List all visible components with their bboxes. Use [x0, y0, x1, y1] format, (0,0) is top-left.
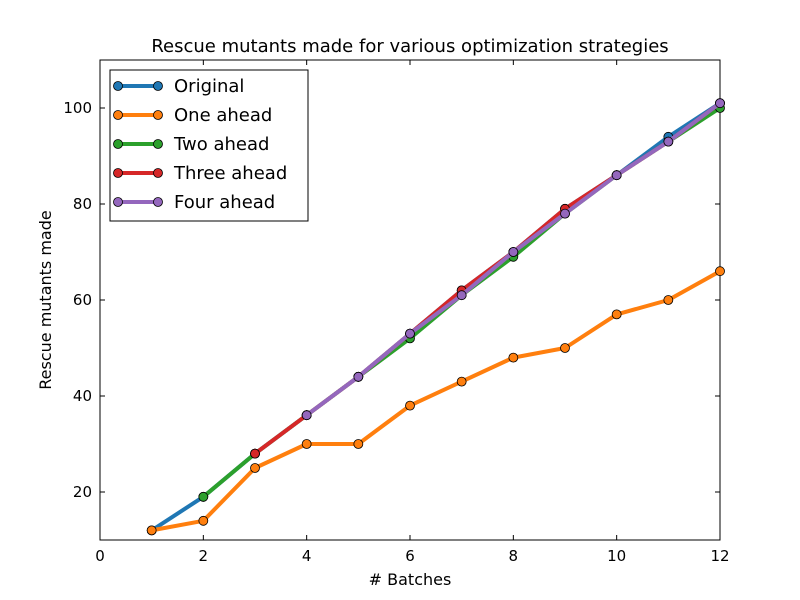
y-tick-label: 60: [73, 291, 92, 309]
data-point-1: [250, 463, 260, 473]
legend-marker-1: [113, 110, 123, 120]
data-point-3: [250, 448, 260, 459]
data-point-4: [715, 98, 725, 109]
data-point-4: [353, 371, 364, 382]
legend-marker-1: [153, 110, 163, 120]
legend: Original One ahead Two ahead Three ahead Fou…: [109, 69, 309, 222]
y-tick-label: 80: [73, 195, 92, 213]
x-tick-label: 6: [405, 547, 415, 565]
x-tick-label: 10: [607, 547, 626, 565]
data-point-4: [508, 247, 519, 257]
data-point-1: [508, 352, 519, 363]
data-point-1: [405, 400, 415, 411]
x-tick-label: 12: [710, 547, 729, 565]
data-point-4: [301, 410, 312, 421]
data-point-1: [353, 439, 364, 449]
data-point-1: [663, 295, 674, 305]
legend-label-2: Two ahead: [173, 134, 269, 155]
y-tick-label: 100: [63, 99, 92, 117]
legend-marker-4: [153, 197, 163, 207]
legend-marker-0: [113, 81, 123, 91]
y-tick-label: 40: [73, 387, 92, 405]
data-point-4: [560, 208, 570, 219]
x-tick-label: 0: [95, 547, 105, 565]
data-point-1: [301, 439, 312, 449]
data-point-4: [456, 290, 467, 301]
data-point-1: [198, 515, 209, 526]
series-line-1: [149, 269, 722, 533]
data-point-4: [611, 170, 622, 181]
legend-marker-2: [153, 139, 163, 149]
y-tick-label: 20: [73, 483, 92, 501]
data-point-4: [663, 136, 674, 147]
data-point-1: [146, 525, 157, 536]
plot-area: 0 2 4 6 8 10 12 20 40 60 80 100: [63, 59, 730, 565]
data-point-4: [405, 328, 415, 339]
x-tick-label: 4: [302, 547, 312, 565]
legend-marker-3: [153, 168, 163, 178]
x-tick-label: 8: [509, 547, 519, 565]
legend-marker-4: [113, 197, 123, 207]
x-axis-label: # Batches: [369, 570, 452, 589]
legend-label-4: Four ahead: [174, 192, 275, 213]
legend-label-0: Original: [174, 76, 244, 97]
data-point-1: [611, 309, 622, 320]
legend-marker-0: [153, 81, 163, 91]
chart-title: Rescue mutants made for various optimiza…: [151, 36, 668, 57]
data-point-1: [715, 266, 725, 277]
x-tick-label: 2: [199, 547, 209, 565]
legend-label-1: One ahead: [174, 105, 272, 126]
legend-label-3: Three ahead: [173, 163, 287, 184]
y-axis-label: Rescue mutants made: [36, 210, 55, 389]
data-point-1: [560, 343, 570, 353]
data-point-1: [456, 376, 467, 387]
legend-marker-3: [113, 168, 123, 178]
legend-marker-2: [113, 139, 123, 149]
data-point-2: [198, 491, 209, 502]
